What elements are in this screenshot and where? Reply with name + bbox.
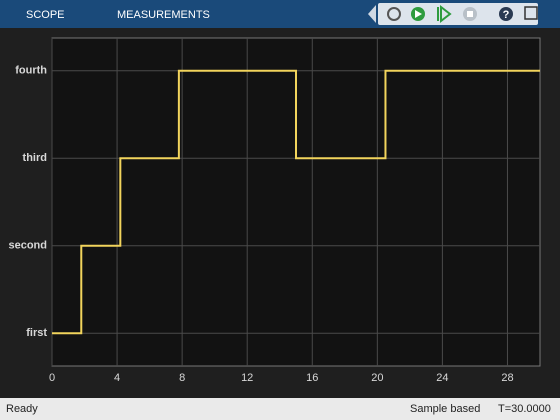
y-tick-label: third	[23, 152, 47, 164]
stop-glyph	[467, 11, 473, 17]
y-tick-label: fourth	[15, 65, 47, 77]
help-icon[interactable]	[499, 7, 513, 21]
x-tick-label: 20	[371, 372, 383, 384]
x-tick-label: 24	[436, 372, 448, 384]
status-state: Ready	[6, 403, 38, 415]
collapse-arrow[interactable]	[368, 5, 376, 23]
tab-measurements[interactable]: MEASUREMENTS	[117, 9, 210, 21]
x-tick-label: 12	[241, 372, 253, 384]
step-bar[interactable]	[437, 7, 439, 21]
tab-scope[interactable]: SCOPE	[26, 9, 65, 21]
x-tick-label: 28	[501, 372, 513, 384]
settings-icon[interactable]	[387, 7, 401, 21]
status-mode: Sample based	[410, 403, 480, 415]
y-tick-label: first	[26, 327, 47, 339]
x-tick-label: 16	[306, 372, 318, 384]
run-glyph	[415, 10, 422, 18]
status-bar	[0, 398, 560, 420]
x-tick-label: 0	[49, 372, 55, 384]
icon-strip	[378, 3, 538, 25]
help-glyph: ?	[503, 9, 510, 21]
y-tick-label: second	[8, 240, 47, 252]
signal-line	[52, 69, 540, 335]
x-tick-label: 8	[179, 372, 185, 384]
step-icon[interactable]	[440, 4, 452, 24]
undock-icon[interactable]	[524, 6, 538, 20]
status-time: T=30.0000	[498, 403, 551, 415]
x-tick-label: 4	[114, 372, 120, 384]
